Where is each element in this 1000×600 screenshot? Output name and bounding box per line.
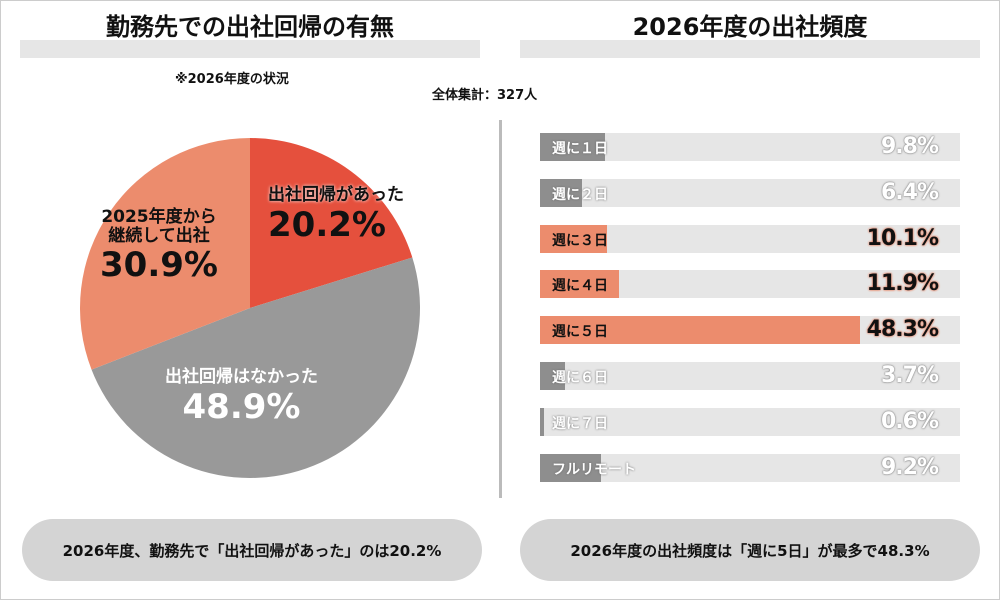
left-summary: 2026年度、勤務先で「出社回帰があった」のは20.2% bbox=[22, 519, 482, 581]
bar-row: 週に２日 6.4% bbox=[540, 178, 960, 207]
right-title: 2026年度の出社頻度 bbox=[520, 12, 980, 60]
bar-value-label: 9.2% bbox=[880, 454, 939, 480]
bar-category-label: 週に７日 bbox=[552, 415, 608, 432]
bar-value-label: 9.8% bbox=[880, 134, 939, 159]
pie-note: ※2026年度の状況 bbox=[175, 72, 289, 87]
bar-category-label: 週に４日 bbox=[552, 278, 608, 295]
bar-value-label: 0.6% bbox=[880, 408, 939, 434]
pie-slice-2 bbox=[79, 138, 250, 370]
pie-label-not-returned: 出社回帰はなかった 48.9% bbox=[165, 367, 318, 427]
bar-row: 週に７日 0.6% bbox=[540, 407, 960, 436]
bar-value-label: 3.7% bbox=[880, 363, 939, 388]
bar-category-label: 週に６日 bbox=[552, 370, 608, 386]
bar bbox=[540, 178, 583, 207]
bar-value-label: 6.4% bbox=[880, 179, 939, 205]
bar-row: 週に１日 9.8% bbox=[540, 133, 960, 161]
right-summary: 2026年度の出社頻度は「週に5日」が最多で48.3% bbox=[520, 519, 980, 581]
bar-category-label: 週に２日 bbox=[552, 186, 608, 203]
bar bbox=[540, 270, 619, 299]
bar bbox=[540, 224, 607, 253]
bar bbox=[540, 453, 601, 482]
pie-label-returned: 出社回帰があった 20.2% bbox=[268, 185, 404, 245]
bar bbox=[540, 407, 544, 436]
bar-row: 週に６日 3.7% bbox=[540, 362, 960, 390]
bar-row: 週に４日 11.9% bbox=[540, 270, 960, 299]
bar bbox=[540, 362, 565, 390]
bar-value-label: 11.9% bbox=[866, 271, 939, 297]
total-note: 全体集計：327人 bbox=[432, 88, 538, 103]
bar-category-label: 週に５日 bbox=[552, 324, 608, 341]
bar-category-label: 週に３日 bbox=[552, 232, 608, 249]
bar bbox=[540, 316, 861, 345]
pie-slice-0 bbox=[250, 138, 413, 308]
bar bbox=[540, 133, 605, 161]
pie-slice-1 bbox=[91, 257, 420, 478]
pie-label-continued: 2025年度から 継続して出社 30.9% bbox=[100, 207, 218, 286]
bar-category-label: 週に１日 bbox=[552, 141, 608, 157]
bar-row: フルリモート 9.2% bbox=[540, 453, 960, 482]
bar-value-label: 10.1% bbox=[866, 225, 939, 251]
bar-category-label: フルリモート bbox=[552, 461, 636, 478]
bar-value-label: 48.3% bbox=[866, 317, 939, 343]
bar-row: 週に３日 10.1% bbox=[540, 224, 960, 253]
left-title: 勤務先での出社回帰の有無 bbox=[20, 12, 480, 60]
divider bbox=[499, 120, 502, 498]
bar-row: 週に５日 48.3% bbox=[540, 316, 960, 345]
